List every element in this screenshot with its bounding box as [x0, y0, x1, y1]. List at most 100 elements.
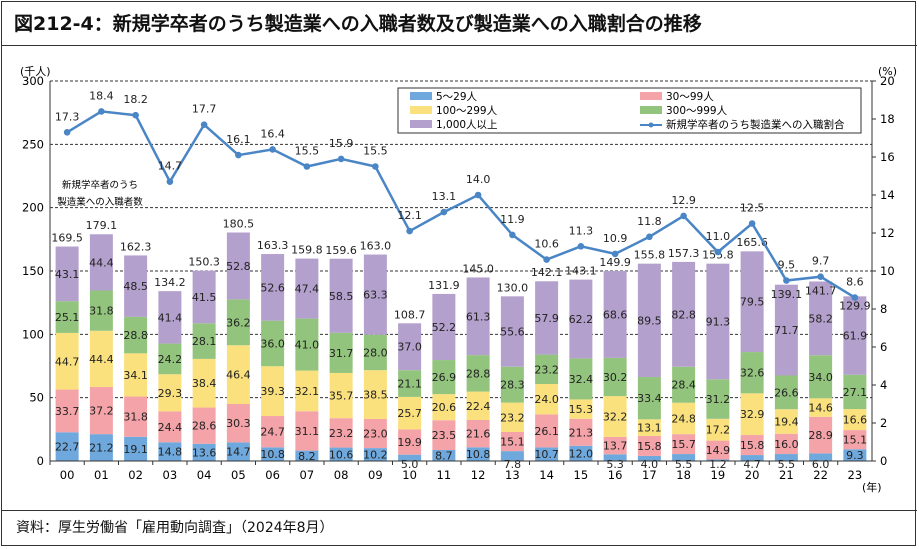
bar-segment [637, 419, 661, 436]
bar-segment [500, 402, 524, 432]
ratio-point [611, 250, 619, 258]
ratio-label: 12.5 [740, 202, 765, 215]
bar-segment-label: 35.7 [329, 390, 354, 403]
ratio-point [680, 212, 687, 220]
ratio-point [748, 220, 756, 227]
bar-segment [432, 420, 456, 450]
ratio-point [63, 129, 71, 136]
annotation-line-1: 新規学卒者のうち [62, 179, 138, 191]
bar-segment [706, 459, 730, 461]
ratio-point [440, 208, 448, 216]
x-tick-label: 15 [574, 468, 589, 482]
bar-segment [295, 318, 319, 371]
x-tick-label: 14 [539, 468, 554, 482]
bar-segment-label: 19.4 [774, 415, 799, 428]
legend-label: 100～299人 [436, 105, 498, 117]
bar-segment-label: 13.7 [603, 440, 628, 453]
bar-segment [809, 355, 833, 399]
bar-segment-label: 15.1 [500, 436, 525, 449]
y-left-tick-label: 300 [22, 74, 44, 88]
ratio-label: 17.3 [55, 110, 80, 123]
bar-segment-label: 28.1 [192, 335, 217, 348]
bar-segment-label: 26.6 [774, 386, 799, 399]
bar-segment-label: 32.9 [740, 408, 765, 421]
bar-segment [672, 402, 696, 435]
bar-segment-label: 21.1 [397, 378, 422, 391]
bar-segment [398, 454, 422, 461]
bar-segment-label: 24.7 [260, 426, 285, 439]
bar-segment-label: 13.6 [192, 446, 217, 459]
x-tick-label: 12 [471, 468, 486, 482]
bar-segment [192, 407, 216, 444]
ratio-point [98, 108, 105, 115]
y-right-tick-label: 16 [880, 150, 895, 164]
x-tick-label: 02 [128, 468, 143, 482]
bar-segment [603, 436, 627, 455]
bar-segment-label: 55.6 [500, 326, 525, 339]
bar-segment-label: 31.8 [89, 305, 114, 318]
bar-segment-label: 25.7 [397, 407, 422, 420]
bar-segment [843, 409, 867, 431]
y-left-tick-label: 250 [22, 137, 44, 151]
bar-segment [261, 254, 285, 321]
bar-segment-label: 15.3 [569, 403, 594, 416]
bar-segment-label: 10.6 [329, 448, 354, 461]
bar-segment-label: 41.5 [192, 291, 217, 304]
bar-segment-label: 36.2 [226, 316, 251, 329]
bar-segment-label: 16.6 [843, 414, 868, 427]
bar-segment [500, 296, 524, 367]
x-tick-label: 22 [813, 468, 828, 482]
bar-segment-label: 21.2 [89, 442, 114, 455]
bar-segment-label: 19.9 [397, 436, 422, 449]
bar-segment [706, 263, 730, 380]
bar-segment-label: 34.0 [808, 371, 833, 384]
bar-segment [226, 345, 250, 404]
x-tick-label: 23 [848, 468, 863, 482]
ratio-point [166, 178, 174, 185]
x-tick-label: 21 [779, 468, 794, 482]
bar-segment-label: 14.7 [226, 446, 251, 459]
bar-segment-label: 26.9 [432, 371, 457, 384]
bar-segment [672, 366, 696, 403]
bar-segment-label: 28.0 [363, 346, 388, 359]
bar-total-label: 129.9 [839, 299, 871, 312]
x-tick-label: 10 [402, 468, 417, 482]
bar-segment-label: 15.8 [740, 439, 765, 452]
bar-total-label: 180.5 [223, 217, 255, 230]
bar-segment [569, 358, 593, 400]
bar-segment-label: 19.1 [123, 443, 148, 456]
ratio-label: 8.6 [846, 276, 864, 289]
bar-segment [535, 354, 559, 384]
ratio-point [372, 163, 379, 170]
bar-segment [603, 454, 627, 461]
bar-segment-label: 31.8 [123, 411, 148, 424]
bar-segment [809, 453, 833, 461]
bar-segment [295, 258, 319, 319]
bar-segment [398, 429, 422, 455]
bar-segment [226, 232, 250, 300]
bar-segment [466, 355, 490, 392]
bar-segment [192, 323, 216, 359]
bar-segment [500, 366, 524, 403]
bar-segment [774, 454, 798, 461]
ratio-point [337, 155, 345, 163]
y-left-tick-label: 200 [22, 201, 44, 215]
bar-segment-label: 14.6 [808, 402, 833, 415]
x-tick-label: 03 [163, 468, 178, 482]
bar-segment [124, 396, 148, 437]
bar-segment [569, 445, 593, 461]
bar-segment [55, 301, 79, 333]
bar-segment [774, 433, 798, 455]
bar-segment [809, 416, 833, 454]
x-tick-label: 08 [334, 468, 349, 482]
bar-segment-label: 33.7 [55, 405, 80, 418]
bar-segment-label: 24.8 [671, 412, 696, 425]
bar-segment-label: 10.8 [260, 448, 285, 461]
bar-segment [432, 293, 456, 361]
bar-segment [843, 374, 867, 410]
bar-segment [432, 394, 456, 421]
bar-total-label: 157.3 [668, 247, 700, 260]
bar-segment-label: 63.3 [363, 289, 388, 302]
bar-total-label: 145.0 [462, 262, 494, 275]
